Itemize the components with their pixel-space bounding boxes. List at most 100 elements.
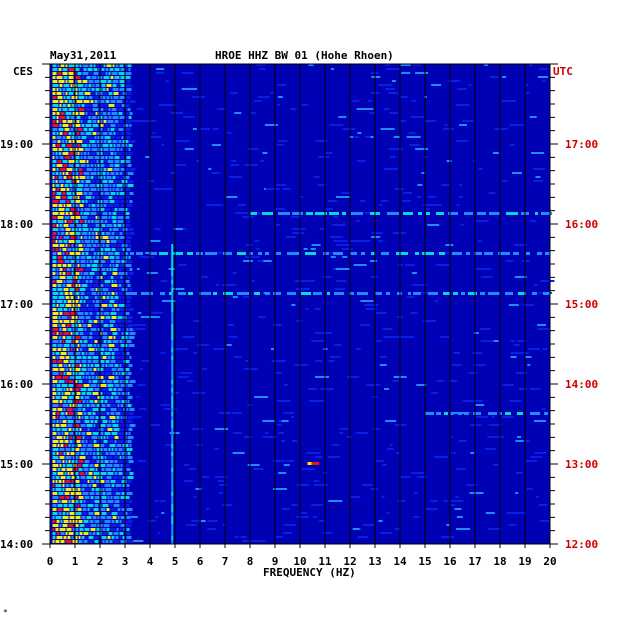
spectral-cell: [76, 192, 83, 195]
spectral-cell: [62, 124, 69, 127]
spectral-cell: [90, 384, 97, 387]
spectral-cell: [52, 148, 58, 151]
spectral-cell: [57, 360, 63, 363]
spectral-cell: [84, 84, 88, 87]
spectral-streak: [427, 224, 440, 226]
spectral-cell: [58, 492, 64, 495]
spectral-cell: [114, 436, 119, 439]
spectral-streak: [141, 360, 150, 362]
persistent-line: [171, 400, 174, 404]
spectral-streak: [522, 440, 530, 442]
x-tick-label: 13: [368, 555, 381, 568]
spectral-cell: [124, 312, 130, 315]
spectral-cell: [126, 296, 132, 299]
spectral-cell: [88, 216, 95, 219]
spectral-cell: [76, 260, 80, 263]
spectral-cell: [127, 92, 132, 95]
spectral-cell: [63, 312, 70, 315]
spectral-streak: [191, 96, 205, 98]
spectral-cell: [112, 332, 118, 335]
spectral-cell: [61, 196, 67, 199]
spectral-cell: [94, 240, 99, 243]
broadband-event: [375, 292, 382, 295]
spectral-cell: [59, 248, 62, 251]
spectral-cell: [88, 128, 94, 131]
spectral-cell: [102, 336, 108, 339]
spectral-cell: [100, 460, 104, 463]
spectral-cell: [71, 272, 74, 275]
spectral-cell: [78, 460, 84, 463]
spectral-cell: [97, 164, 100, 167]
spectral-cell: [79, 172, 83, 175]
spectral-streak: [334, 344, 342, 346]
spectral-cell: [109, 452, 116, 455]
spectral-cell: [52, 172, 55, 175]
x-tick-label: 10: [293, 555, 306, 568]
spectral-streak: [158, 104, 173, 106]
spectral-streak: [386, 448, 394, 450]
spectral-cell: [60, 476, 66, 479]
spectral-cell: [109, 268, 112, 271]
spectral-cell: [121, 356, 126, 359]
spectral-streak: [291, 228, 306, 230]
spectral-cell: [93, 476, 97, 479]
spectral-cell: [63, 452, 66, 455]
spectral-cell: [104, 308, 111, 311]
persistent-line: [171, 272, 174, 276]
spectral-cell: [115, 128, 118, 131]
spectral-cell: [52, 420, 56, 423]
spectral-streak: [274, 208, 285, 210]
spectral-cell: [68, 504, 74, 507]
broadband-event: [532, 292, 537, 295]
spectral-cell: [102, 332, 108, 335]
spectral-cell: [104, 220, 108, 223]
spectral-cell: [108, 180, 114, 183]
spectral-streak: [470, 452, 475, 454]
spectral-cell: [92, 132, 97, 135]
spectral-cell: [116, 192, 119, 195]
spectral-streak: [171, 112, 184, 114]
spectral-cell: [116, 320, 122, 323]
y-tick-label-ces: 15:00: [0, 458, 33, 471]
spectral-cell: [55, 516, 62, 519]
spectral-cell: [106, 508, 110, 511]
spectral-cell: [121, 328, 126, 331]
spectral-cell: [52, 504, 57, 507]
spectral-cell: [125, 68, 128, 71]
spectral-streak: [330, 236, 344, 238]
persistent-line: [171, 364, 174, 368]
spectral-cell: [80, 180, 85, 183]
spectral-cell: [52, 340, 59, 343]
spectral-cell: [129, 408, 135, 411]
spectral-cell: [57, 256, 63, 259]
spectral-cell: [55, 184, 60, 187]
spectral-cell: [68, 64, 75, 67]
spectral-cell: [86, 392, 92, 395]
persistent-line: [171, 532, 174, 536]
spectral-cell: [126, 300, 131, 303]
spectral-streak: [231, 412, 242, 414]
spectral-cell: [106, 528, 110, 531]
spectral-cell: [83, 172, 90, 175]
spectral-cell: [102, 172, 106, 175]
spectral-streak: [133, 324, 147, 326]
spectral-cell: [80, 260, 86, 263]
spectral-cell: [90, 460, 96, 463]
spectral-cell: [109, 228, 112, 231]
spectral-cell: [127, 108, 131, 111]
spectral-cell: [118, 208, 125, 211]
spectral-cell: [104, 252, 107, 255]
spectral-cell: [102, 180, 108, 183]
spectral-cell: [114, 164, 120, 167]
spectral-streak: [384, 388, 390, 390]
spectral-streak: [215, 284, 220, 286]
spectral-streak: [165, 80, 169, 82]
spectral-cell: [52, 436, 56, 439]
spectral-streak: [381, 464, 387, 466]
spectral-streak: [455, 80, 461, 82]
spectral-cell: [67, 300, 72, 303]
broadband-event: [418, 212, 422, 215]
spectral-cell: [99, 372, 105, 375]
spectral-cell: [52, 180, 55, 183]
spectral-cell: [88, 232, 91, 235]
